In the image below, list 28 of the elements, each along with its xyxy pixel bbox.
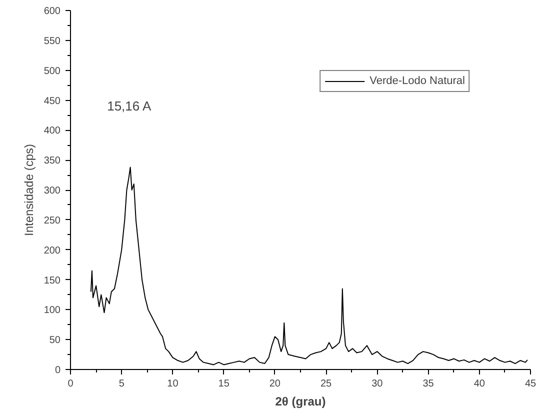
x-tick-label: 45: [524, 378, 536, 390]
x-tick-label: 5: [118, 378, 125, 390]
x-tick-label: 40: [474, 378, 486, 390]
y-tick-label: 50: [49, 335, 61, 346]
y-tick-label: 0: [54, 365, 61, 376]
x-tick-label: 20: [269, 378, 281, 390]
x-tick-label: 30: [372, 378, 384, 390]
y-tick-label: 100: [44, 305, 61, 316]
x-tick-label: 35: [422, 378, 434, 390]
annotation: 15,16 A: [107, 98, 152, 114]
x-tick-label: 0: [68, 378, 74, 390]
y-axis-title: Intensidade (cps): [22, 144, 36, 236]
y-tick-label: 350: [44, 156, 61, 167]
y-tick-label: 250: [44, 215, 61, 226]
line-series: [90, 166, 528, 366]
y-tick-label: 600: [44, 6, 61, 17]
y-tick-label: 300: [44, 186, 61, 196]
x-tick-label: 15: [218, 378, 230, 390]
y-tick-label: 500: [44, 66, 61, 77]
y-tick-label: 400: [44, 126, 61, 137]
y-tick-label: 450: [44, 96, 61, 107]
y-tick-label: 550: [44, 36, 61, 47]
y-tick-label: 200: [44, 245, 61, 256]
legend-label: Verde-Lodo Natural: [370, 75, 465, 87]
y-tick-label: 150: [44, 275, 61, 286]
x-axis-title: 2θ (grau): [275, 394, 326, 408]
x-tick-label: 25: [320, 378, 332, 390]
x-tick-label: 10: [167, 378, 179, 390]
